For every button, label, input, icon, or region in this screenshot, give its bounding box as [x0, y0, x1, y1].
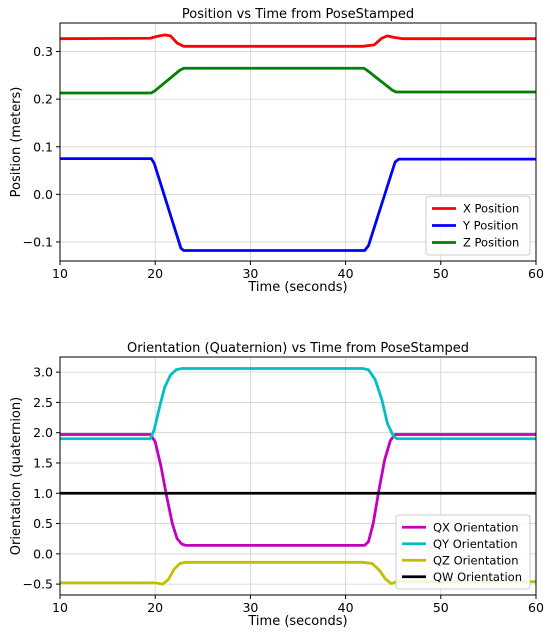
plot-frame — [59, 22, 537, 262]
legend-label: X Position — [463, 202, 519, 216]
y-tick-label: −0.1 — [23, 234, 53, 249]
x-tick-label: 10 — [52, 266, 68, 281]
legend: QX Orientation QY Orientation QZ Orientati… — [395, 514, 531, 590]
y-axis-label: Position (meters) — [9, 87, 24, 198]
series-line-qy-orientation — [60, 367, 536, 441]
x-tick-label: 40 — [338, 600, 354, 615]
x-tick-label: 50 — [433, 266, 449, 281]
y-tick-label: 1.5 — [33, 455, 53, 470]
y-tick-label: 1.0 — [33, 486, 53, 501]
x-tick-label: 60 — [528, 600, 544, 615]
plot-frame — [59, 356, 537, 596]
series-line-qz-orientation — [60, 560, 536, 586]
x-tick-label: 20 — [147, 266, 163, 281]
series-line-x-position — [60, 33, 536, 48]
y-tick-label: 0.0 — [33, 187, 53, 202]
series-line-y-position — [60, 157, 536, 252]
legend-label: Z Position — [463, 236, 519, 250]
y-tick-label: 3.0 — [33, 365, 53, 380]
x-tick-label: 50 — [433, 600, 449, 615]
y-tick-label: −0.5 — [23, 577, 53, 592]
y-tick-label: 2.5 — [33, 395, 53, 410]
series-line-z-position — [60, 66, 536, 95]
y-tick-label: 0.1 — [33, 139, 53, 154]
y-tick-label: 0.0 — [33, 546, 53, 561]
legend-label: QX Orientation — [433, 520, 519, 534]
x-tick-label: 10 — [52, 600, 68, 615]
y-axis-label: Orientation (quaternion) — [9, 397, 24, 555]
x-tick-label: 30 — [242, 600, 258, 615]
orientation-chart: 10 20 30 40 50 60 −0.5 0.0 0.5 1.0 1.5 2.0 2.5 3.0 Ori… — [9, 341, 544, 629]
y-tick-label: 2.0 — [33, 425, 53, 440]
position-chart: 10 20 30 40 50 60 −0.1 0.0 0.1 0.2 0.3 Position vs … — [9, 7, 544, 295]
legend-label: QZ Orientation — [433, 553, 519, 567]
legend: X Position Y Position Z Position — [425, 195, 531, 256]
legend-box — [395, 514, 531, 590]
chart-title: Orientation (Quaternion) vs Time from Po… — [127, 341, 469, 356]
y-tick-label: 0.2 — [33, 92, 53, 107]
x-axis-label: Time (seconds) — [247, 280, 347, 295]
x-tick-label: 40 — [338, 266, 354, 281]
series-line-qx-orientation — [60, 433, 536, 547]
legend-box — [425, 195, 531, 256]
y-tick-label: 0.5 — [33, 516, 53, 531]
x-tick-label: 60 — [528, 266, 544, 281]
legend-label: QY Orientation — [433, 537, 518, 551]
x-axis-label: Time (seconds) — [247, 614, 347, 629]
x-tick-label: 30 — [242, 266, 258, 281]
chart-title: Position vs Time from PoseStamped — [182, 7, 414, 22]
y-tick-label: 0.3 — [33, 44, 53, 59]
legend-label: QW Orientation — [433, 570, 522, 584]
x-tick-label: 20 — [147, 600, 163, 615]
legend-label: Y Position — [462, 219, 518, 233]
